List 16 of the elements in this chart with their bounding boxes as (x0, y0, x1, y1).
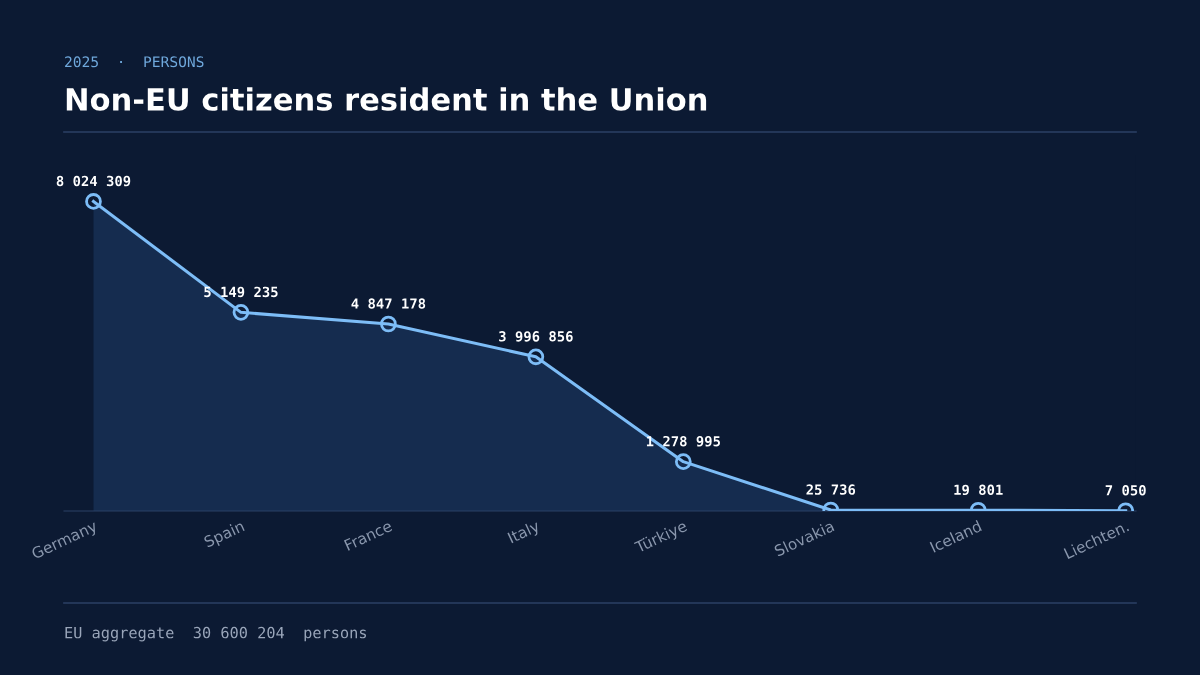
data-label: 5 149 235 (204, 286, 278, 298)
chart-title: Non-EU citizens resident in the Union (66, 87, 707, 111)
chart-subtitle: 2025 · PERSONS (65, 56, 204, 68)
data-label: 4 847 178 (351, 298, 426, 309)
point (380, 315, 397, 333)
point (527, 348, 545, 366)
data-label: 7 050 (1105, 485, 1146, 496)
x-tick-label: Italy (507, 519, 542, 547)
data-label: 19 801 (954, 484, 1003, 496)
data-label: 1 278 995 (646, 435, 720, 447)
data-label: 8 024 309 (56, 175, 131, 187)
point (232, 304, 250, 321)
x-tick-label: Spain (203, 519, 247, 551)
data-label: 25 736 (806, 484, 856, 495)
text: EU aggregate 30 600 204 persons (65, 626, 367, 642)
data-label: 3 996 856 (499, 331, 573, 342)
